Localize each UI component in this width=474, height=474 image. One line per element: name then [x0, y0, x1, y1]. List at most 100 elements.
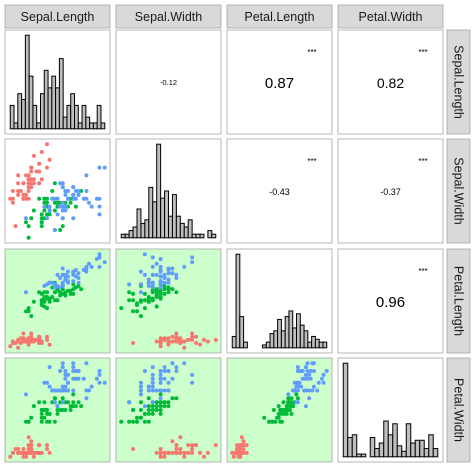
- point-virginica: [158, 285, 163, 290]
- point-versicolor: [142, 306, 147, 311]
- point-versicolor: [146, 396, 151, 401]
- point-versicolor: [39, 411, 44, 416]
- point-versicolor: [154, 304, 159, 309]
- point-setosa: [194, 443, 199, 448]
- point-virginica: [60, 361, 65, 366]
- point-setosa: [45, 337, 49, 342]
- histogram-bar: [311, 335, 316, 349]
- histogram-bar: [292, 327, 298, 349]
- panel-sepal-width-petal-length-bg: [227, 139, 332, 243]
- point-virginica: [158, 256, 163, 261]
- point-virginica: [42, 380, 47, 385]
- point-virginica: [324, 369, 329, 373]
- point-virginica: [190, 260, 195, 265]
- histogram-bar: [21, 99, 26, 130]
- point-virginica: [42, 204, 47, 209]
- panel-petal-length-petal-width-border: [337, 248, 444, 354]
- point-versicolor: [52, 208, 57, 213]
- point-virginica: [89, 384, 94, 389]
- point-setosa: [16, 450, 21, 455]
- histogram-bar: [124, 233, 130, 239]
- point-virginica: [71, 192, 76, 197]
- point-versicolor: [31, 404, 36, 409]
- panel-sepal-width-petal-length-border: [226, 138, 333, 244]
- point-setosa: [158, 339, 163, 344]
- point-setosa: [190, 450, 195, 455]
- point-setosa: [37, 334, 42, 339]
- point-virginica: [66, 196, 70, 201]
- point-virginica: [150, 285, 155, 290]
- point-setosa: [182, 454, 187, 459]
- point-setosa: [16, 339, 21, 344]
- point-virginica: [166, 271, 171, 276]
- point-virginica: [138, 380, 143, 385]
- histogram-bar: [132, 226, 138, 239]
- point-virginica: [158, 376, 163, 381]
- histogram-bar: [303, 330, 309, 349]
- point-virginica: [66, 279, 70, 284]
- column-strip-2: [115, 4, 222, 29]
- point-versicolor: [166, 285, 171, 290]
- point-setosa: [29, 169, 34, 174]
- point-versicolor: [39, 212, 44, 217]
- point-virginica: [47, 204, 52, 209]
- point-setosa: [21, 181, 26, 186]
- point-versicolor: [150, 296, 155, 301]
- point-versicolor: [45, 419, 49, 424]
- point-virginica: [182, 264, 187, 269]
- point-versicolor: [146, 299, 151, 304]
- panel-petal-width-sepal-width-border: [115, 357, 222, 463]
- point-setosa: [186, 443, 191, 448]
- point-versicolor: [76, 400, 81, 405]
- point-virginica: [174, 369, 179, 373]
- point-setosa: [29, 336, 34, 341]
- point-setosa: [182, 450, 187, 455]
- histogram-bar: [231, 335, 237, 349]
- point-setosa: [29, 443, 34, 448]
- point-virginica: [63, 274, 68, 279]
- point-virginica: [146, 277, 151, 282]
- point-versicolor: [166, 400, 171, 405]
- point-versicolor: [73, 404, 78, 409]
- point-versicolor: [289, 396, 294, 401]
- histogram-bar: [307, 341, 313, 349]
- histogram-bar: [261, 344, 267, 349]
- point-setosa: [236, 450, 241, 455]
- point-versicolor: [162, 291, 167, 296]
- histogram-bar: [55, 87, 60, 130]
- point-setosa: [162, 454, 167, 459]
- point-versicolor: [170, 396, 175, 401]
- point-virginica: [291, 388, 296, 393]
- point-virginica: [190, 372, 195, 377]
- scatter-petal-length-vs-sepal-length: [8, 252, 107, 350]
- point-versicolor: [71, 287, 76, 292]
- histogram-bar: [175, 215, 181, 239]
- point-virginica: [310, 388, 315, 393]
- scatter-petal-width-vs-sepal-width: [119, 361, 218, 459]
- correlation-labels: -0.12 0.87 *** 0.82 *** -0.43 *** -0.37 …: [160, 48, 428, 311]
- point-versicolor: [31, 208, 36, 213]
- point-virginica: [84, 266, 89, 271]
- point-virginica: [66, 269, 70, 274]
- point-versicolor: [26, 419, 31, 424]
- point-virginica: [158, 369, 163, 373]
- panel-sepal-length-petal-length-border: [226, 29, 333, 135]
- point-virginica: [154, 272, 159, 277]
- point-versicolor: [174, 290, 179, 295]
- point-setosa: [182, 339, 187, 344]
- point-setosa: [10, 450, 15, 455]
- point-setosa: [37, 181, 42, 186]
- point-virginica: [58, 276, 63, 280]
- point-setosa: [241, 447, 246, 451]
- point-virginica: [150, 380, 155, 385]
- corr-value-sepal-length-petal-width: 0.82: [377, 75, 404, 91]
- point-versicolor: [270, 419, 275, 424]
- point-versicolor: [158, 400, 163, 405]
- histogram-bar: [51, 75, 57, 130]
- column-label-petal-length: Petal.Length: [244, 10, 314, 24]
- histogram-bar: [235, 253, 241, 349]
- point-virginica: [71, 271, 76, 276]
- point-setosa: [26, 447, 31, 451]
- point-versicolor: [150, 404, 155, 409]
